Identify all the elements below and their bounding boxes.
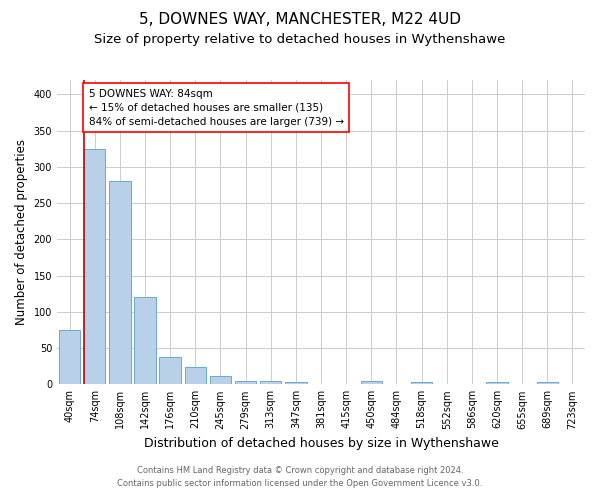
Bar	[536, 382, 558, 384]
X-axis label: Distribution of detached houses by size in Wythenshawe: Distribution of detached houses by size …	[143, 437, 499, 450]
Bar	[260, 382, 281, 384]
Bar	[235, 382, 256, 384]
Bar	[361, 380, 382, 384]
Bar	[210, 376, 231, 384]
Bar	[185, 367, 206, 384]
Bar	[134, 298, 156, 384]
Text: Contains HM Land Registry data © Crown copyright and database right 2024.
Contai: Contains HM Land Registry data © Crown c…	[118, 466, 482, 487]
Bar	[411, 382, 432, 384]
Text: Size of property relative to detached houses in Wythenshawe: Size of property relative to detached ho…	[94, 32, 506, 46]
Bar	[59, 330, 80, 384]
Text: 5, DOWNES WAY, MANCHESTER, M22 4UD: 5, DOWNES WAY, MANCHESTER, M22 4UD	[139, 12, 461, 28]
Text: 5 DOWNES WAY: 84sqm
← 15% of detached houses are smaller (135)
84% of semi-detac: 5 DOWNES WAY: 84sqm ← 15% of detached ho…	[89, 88, 344, 126]
Bar	[487, 382, 508, 384]
Y-axis label: Number of detached properties: Number of detached properties	[15, 139, 28, 325]
Bar	[285, 382, 307, 384]
Bar	[84, 149, 106, 384]
Bar	[109, 182, 131, 384]
Bar	[160, 358, 181, 384]
